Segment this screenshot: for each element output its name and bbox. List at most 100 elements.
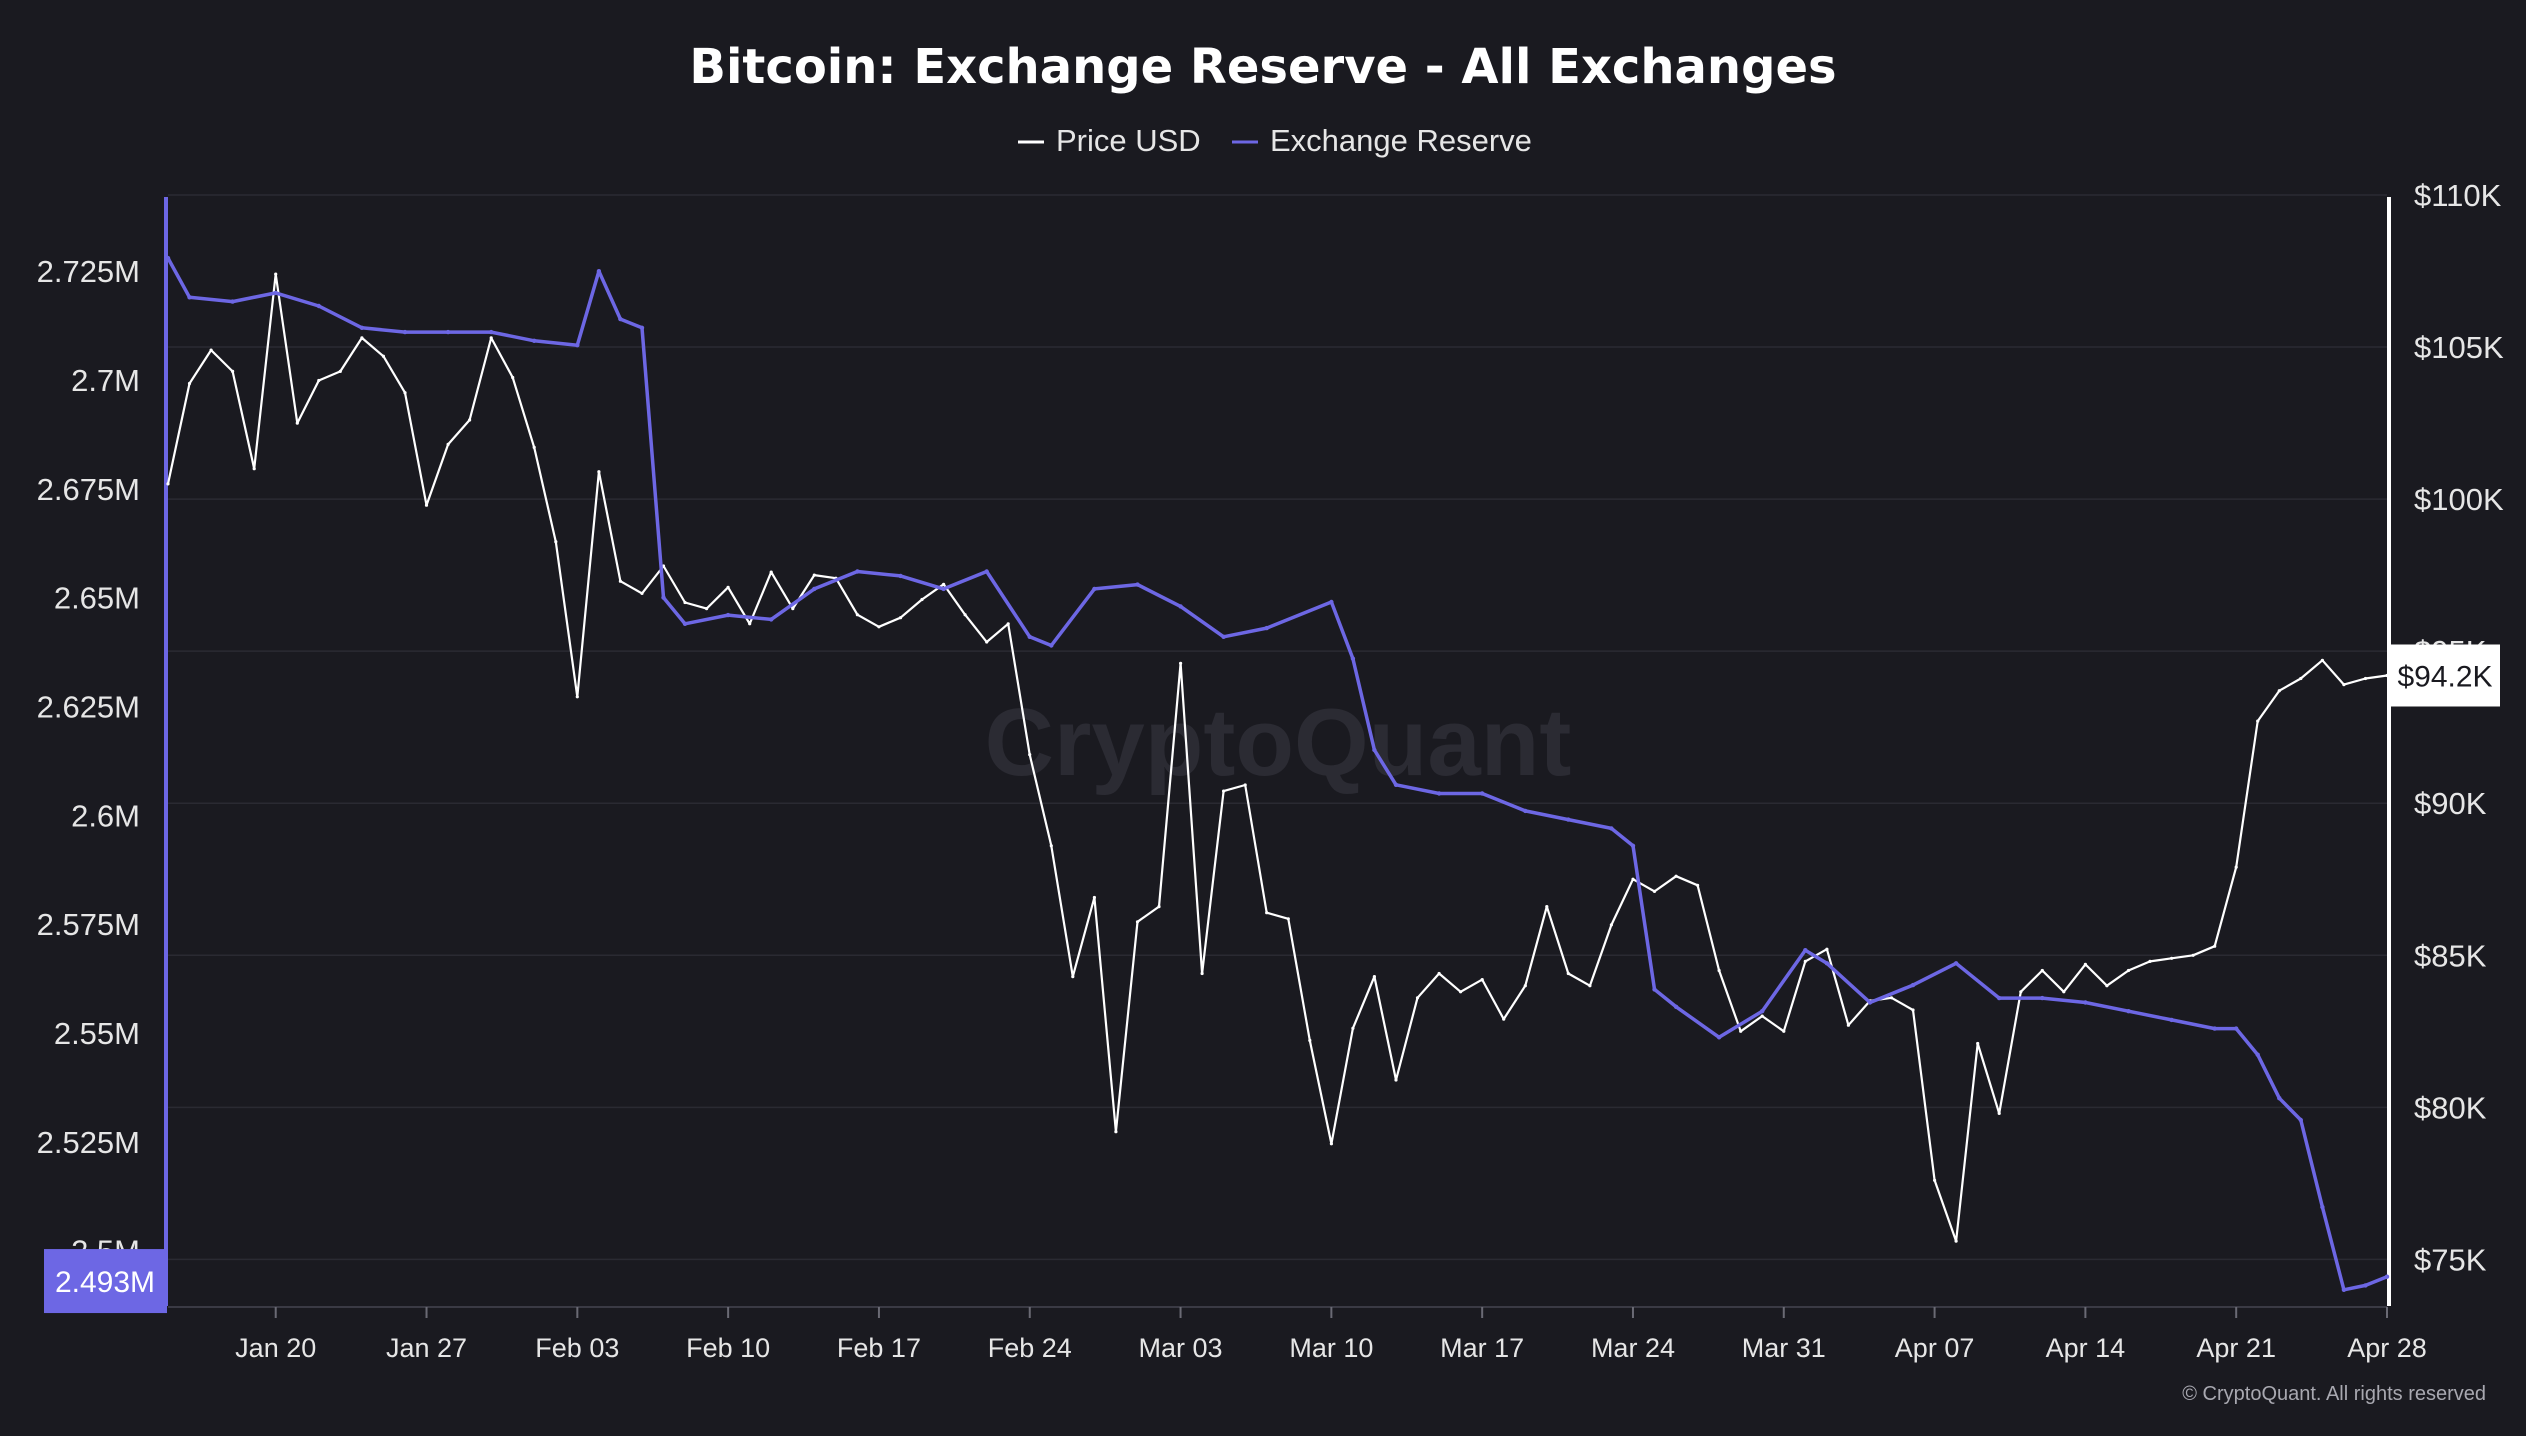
price-point xyxy=(985,640,989,644)
reserve-point xyxy=(2169,1017,2174,1023)
price-point xyxy=(274,272,278,276)
legend-label-0: Price USD xyxy=(1056,123,1201,158)
price-point xyxy=(1846,1023,1850,1027)
reserve-point xyxy=(2234,1026,2239,1031)
price-point xyxy=(1157,905,1161,909)
reserve-point xyxy=(1673,1004,1679,1009)
price-badge-bg xyxy=(2390,644,2500,707)
price-point xyxy=(1351,1026,1355,1030)
price-point xyxy=(640,591,644,596)
reserve-point xyxy=(1760,1009,1765,1014)
copyright-note: © CryptoQuant. All rights reserved xyxy=(2182,1383,2486,1405)
price-point xyxy=(2105,984,2109,988)
price-point xyxy=(2170,956,2174,960)
left-tick-label-9: 2.725M xyxy=(37,254,140,289)
reserve-point xyxy=(1803,948,1808,953)
series-layer xyxy=(165,255,2390,1293)
reserve-point xyxy=(489,329,494,335)
x-tick-label-4: Feb 17 xyxy=(837,1333,921,1363)
x-tick-label-11: Apr 07 xyxy=(1895,1333,1975,1363)
reserve-point xyxy=(1997,995,2002,1001)
reserve-badge-label: 2.493M xyxy=(55,1266,155,1299)
price-point xyxy=(683,600,687,605)
legend-item-reserve: Exchange Reserve xyxy=(1232,123,1532,158)
reserve-point xyxy=(661,595,666,600)
reserve-point xyxy=(1566,817,1571,822)
reserve-point xyxy=(1436,791,1442,796)
reserve-point xyxy=(812,586,817,592)
price-point xyxy=(1782,1029,1786,1033)
price-point xyxy=(295,421,299,425)
right-tick-label-7: $110K xyxy=(2414,178,2502,213)
price-point xyxy=(338,369,342,373)
reserve-point xyxy=(1630,843,1636,848)
reserve-point xyxy=(1393,782,1399,787)
reserve-point xyxy=(532,338,537,343)
x-tick-label-13: Apr 21 xyxy=(2196,1333,2276,1363)
price-point xyxy=(1976,1041,1980,1046)
left-tick-label-2: 2.55M xyxy=(54,1016,140,1051)
reserve-point xyxy=(2298,1117,2303,1123)
right-tick-label-6: $105K xyxy=(2414,330,2504,365)
price-point xyxy=(1825,947,1829,951)
reserve-point xyxy=(2384,1274,2390,1279)
price-point xyxy=(1889,996,1894,1000)
price-point xyxy=(705,607,709,611)
x-tick-label-14: Apr 28 xyxy=(2347,1333,2427,1363)
price-point xyxy=(1028,753,1032,757)
x-tick-label-6: Mar 03 xyxy=(1139,1333,1223,1363)
price-point xyxy=(898,616,903,620)
price-point xyxy=(2148,959,2152,964)
price-point xyxy=(1179,661,1183,665)
price-point xyxy=(1933,1178,1937,1182)
price-point xyxy=(1545,905,1549,909)
price-point xyxy=(1071,975,1075,979)
price-point xyxy=(1222,789,1226,793)
price-point xyxy=(1135,920,1140,924)
left-tick-label-4: 2.6M xyxy=(71,798,140,833)
chart-title: Bitcoin: Exchange Reserve - All Exchange… xyxy=(689,39,1836,95)
reserve-point xyxy=(2040,995,2045,1001)
reserve-point xyxy=(1049,643,1054,648)
price-point xyxy=(2040,968,2044,973)
left-tick-label-6: 2.65M xyxy=(54,581,140,616)
reserve-point xyxy=(1480,791,1485,796)
reserve-point xyxy=(1264,625,1269,631)
price-point xyxy=(1372,975,1376,979)
price-point xyxy=(1523,984,1527,988)
reserve-point xyxy=(2341,1287,2347,1293)
price-point xyxy=(1265,911,1269,915)
left-tick-label-5: 2.625M xyxy=(37,689,140,724)
reserve-point xyxy=(165,255,171,261)
right-tick-label-2: $85K xyxy=(2414,938,2487,973)
price-point xyxy=(1803,959,1807,964)
price-point xyxy=(920,597,924,602)
reserve-point xyxy=(1135,582,1140,587)
price-point xyxy=(252,467,256,471)
price-point xyxy=(424,503,429,507)
right-tick-label-1: $80K xyxy=(2414,1090,2487,1125)
price-usd-line xyxy=(166,273,2388,1243)
left-tick-label-7: 2.675M xyxy=(37,472,140,507)
reserve-point xyxy=(1329,599,1334,605)
reserve-point xyxy=(1824,961,1830,966)
reserve-point xyxy=(769,617,774,622)
price-point xyxy=(187,381,192,386)
right-tick-label-3: $90K xyxy=(2414,786,2487,821)
reserve-point xyxy=(984,569,989,574)
price-point xyxy=(769,570,773,574)
price-point xyxy=(468,418,472,422)
reserve-point xyxy=(230,299,235,304)
reserve-point xyxy=(2212,1026,2217,1031)
reserve-point xyxy=(1867,1000,1873,1005)
price-point xyxy=(1609,923,1613,927)
x-tick-label-12: Apr 14 xyxy=(2046,1333,2126,1363)
price-point xyxy=(2299,676,2303,681)
reserve-point xyxy=(402,329,408,335)
price-point xyxy=(1652,889,1657,894)
price-point xyxy=(2234,865,2238,869)
price-point xyxy=(1415,996,1420,1000)
price-point xyxy=(1394,1078,1398,1082)
reserve-point xyxy=(1350,656,1356,661)
